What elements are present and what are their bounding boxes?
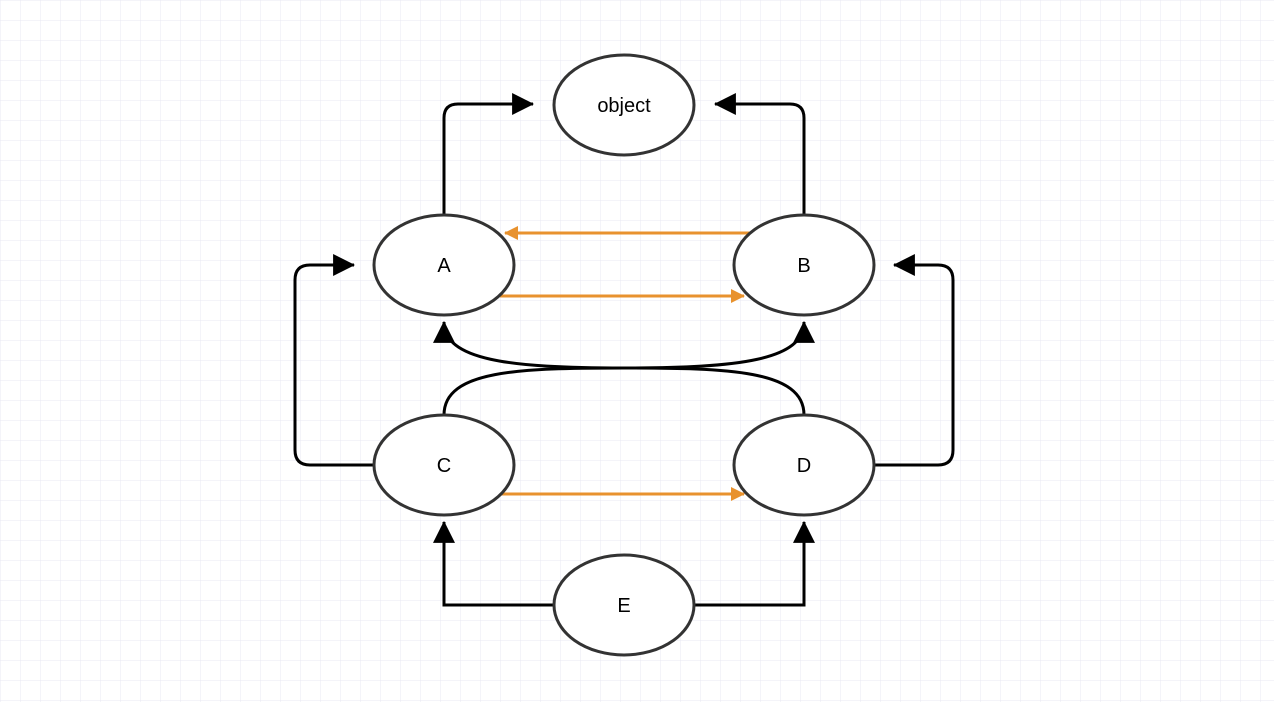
edge-e-to-d: [694, 520, 815, 607]
edges: [293, 93, 955, 607]
node-a-label: A: [437, 255, 451, 277]
node-b[interactable]: B: [732, 213, 876, 317]
edge-c-to-a: [293, 254, 374, 467]
node-d[interactable]: D: [732, 413, 876, 517]
node-b-label: B: [797, 255, 810, 277]
node-e-shape: [552, 553, 696, 657]
node-d-shape: [732, 413, 876, 517]
edge-e-to-c: [433, 520, 554, 607]
edge-b-to-object: [713, 93, 806, 215]
node-c-label: C: [437, 455, 451, 477]
edge-d-to-a: [433, 320, 806, 416]
node-d-label: D: [797, 455, 811, 477]
node-object[interactable]: object: [552, 53, 696, 157]
node-c[interactable]: C: [372, 413, 516, 517]
node-a-shape: [372, 213, 516, 317]
node-e[interactable]: E: [552, 553, 696, 657]
node-object-label: object: [597, 95, 651, 117]
node-object-shape: [552, 53, 696, 157]
edge-a-to-object: [442, 93, 535, 215]
node-e-label: E: [617, 595, 630, 617]
node-c-shape: [372, 413, 516, 517]
node-a[interactable]: A: [372, 213, 516, 317]
node-b-shape: [732, 213, 876, 317]
edge-d-to-b: [874, 254, 955, 467]
